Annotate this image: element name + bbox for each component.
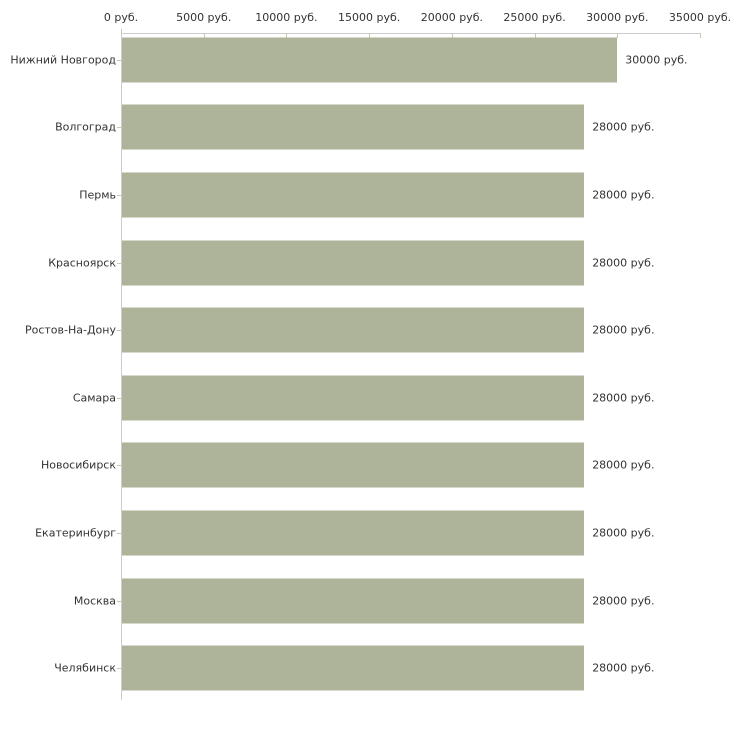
x-axis-tick-label: 10000 руб. <box>255 11 318 24</box>
x-axis-tick-label: 5000 руб. <box>176 11 232 24</box>
value-label: 28000 руб. <box>592 661 655 675</box>
bar <box>122 240 585 286</box>
category-label: Волгоград <box>55 120 116 134</box>
category-label: Пермь <box>79 188 116 202</box>
value-label: 28000 руб. <box>592 188 655 202</box>
bar-row: Самара 28000 руб. <box>0 364 730 432</box>
value-label: 28000 руб. <box>592 323 655 337</box>
value-label: 28000 руб. <box>592 256 655 270</box>
bar-row: Москва 28000 руб. <box>0 567 730 635</box>
value-label: 28000 руб. <box>592 458 655 472</box>
bar <box>122 375 585 421</box>
x-axis-tick-mark <box>369 34 370 38</box>
category-tick-mark <box>117 330 121 332</box>
bar-row: Ростов-На-Дону 28000 руб. <box>0 296 730 364</box>
bar-row: Новосибирск 28000 руб. <box>0 432 730 500</box>
value-label: 28000 руб. <box>592 391 655 405</box>
bar <box>122 578 585 624</box>
category-tick-mark <box>117 397 121 399</box>
x-axis-tick-mark <box>700 34 701 38</box>
x-axis-tick-mark <box>535 34 536 38</box>
bar <box>122 37 618 83</box>
x-axis-line <box>121 33 701 34</box>
category-tick-mark <box>117 127 121 129</box>
category-label: Нижний Новгород <box>10 53 116 67</box>
value-label: 28000 руб. <box>592 526 655 540</box>
category-label: Новосибирск <box>40 458 116 472</box>
category-label: Красноярск <box>48 256 116 270</box>
bar-row: Екатеринбург 28000 руб. <box>0 499 730 567</box>
bar <box>122 510 585 556</box>
x-axis-tick-label: 30000 руб. <box>586 11 649 24</box>
category-tick-mark <box>117 59 121 61</box>
bar-row: Челябинск 28000 руб. <box>0 634 730 702</box>
category-label: Самара <box>72 391 116 405</box>
y-axis-line <box>121 33 122 700</box>
x-axis-tick-mark <box>204 34 205 38</box>
category-label: Ростов-На-Дону <box>24 323 116 337</box>
category-tick-mark <box>117 262 121 264</box>
axis-origin-tick <box>121 29 122 33</box>
bar <box>122 172 585 218</box>
bar-row: Красноярск 28000 руб. <box>0 229 730 297</box>
category-label: Челябинск <box>54 661 116 675</box>
category-label: Екатеринбург <box>35 526 116 540</box>
bar-row: Волгоград 28000 руб. <box>0 94 730 162</box>
bar <box>122 442 585 488</box>
category-tick-mark <box>117 668 121 670</box>
x-axis-tick-mark <box>617 34 618 38</box>
x-axis-tick-mark <box>286 34 287 38</box>
x-axis-tick-label: 0 руб. <box>103 11 139 24</box>
value-label: 28000 руб. <box>592 120 655 134</box>
x-axis-tick-label: 25000 руб. <box>503 11 566 24</box>
x-axis-tick-label: 15000 руб. <box>338 11 401 24</box>
value-label: 30000 руб. <box>625 53 688 67</box>
bar <box>122 307 585 353</box>
category-tick-mark <box>117 600 121 602</box>
category-label: Москва <box>73 594 116 608</box>
bar <box>122 645 585 691</box>
x-axis-tick-label: 35000 руб. <box>668 11 730 24</box>
bar-row: Нижний Новгород 30000 руб. <box>0 26 730 94</box>
category-tick-mark <box>117 465 121 467</box>
value-label: 28000 руб. <box>592 594 655 608</box>
bar-row: Пермь 28000 руб. <box>0 161 730 229</box>
category-tick-mark <box>117 532 121 534</box>
x-axis-tick-mark <box>452 34 453 38</box>
bar <box>122 104 585 150</box>
category-tick-mark <box>117 194 121 196</box>
x-axis-tick-label: 20000 руб. <box>420 11 483 24</box>
